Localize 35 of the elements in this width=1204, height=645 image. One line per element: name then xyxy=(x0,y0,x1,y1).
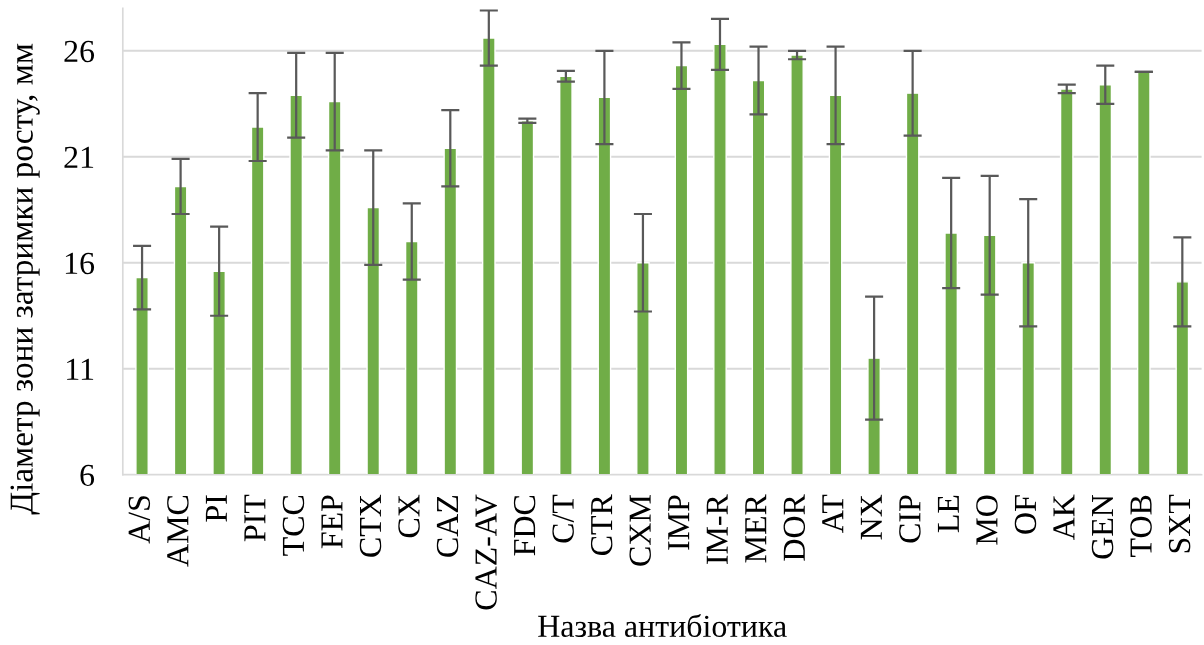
x-tick-label: OF xyxy=(1014,495,1037,534)
x-tick-label: MO xyxy=(976,495,998,545)
x-tick-label: CTX xyxy=(359,494,382,557)
x-tick-label: CX xyxy=(398,494,420,538)
x-tick-label: FDC xyxy=(513,495,536,556)
y-tick-label: 21 xyxy=(64,146,94,168)
x-tick-label: TOB xyxy=(1130,495,1152,557)
x-tick-label: CTR xyxy=(590,494,613,555)
x-tick-label: PI xyxy=(205,495,227,522)
x-tick-label: CIP xyxy=(899,495,921,543)
x-tick-label: C/T xyxy=(552,494,574,543)
x-tick-label: MER xyxy=(745,494,767,563)
x-tick-label: IM-R xyxy=(706,494,728,564)
x-axis-title: Назва антибіотика xyxy=(538,613,787,638)
x-tick-label: FEP xyxy=(321,495,343,549)
x-tick-label: LE xyxy=(937,495,959,533)
x-tick-label: CXM xyxy=(629,495,651,566)
x-tick-label: CAZ xyxy=(436,495,459,557)
x-tick-label: AMC xyxy=(167,495,189,567)
x-tick-label: DOR xyxy=(783,494,806,561)
x-tick-label: AT xyxy=(822,494,844,533)
x-tick-label: PIT xyxy=(244,494,266,542)
x-tick-label: IMP xyxy=(668,495,690,550)
y-tick-label: 26 xyxy=(64,40,95,63)
y-axis-title: Діаметр зони затримки росту, мм xyxy=(10,43,40,515)
x-tick-label: CAZ-AV xyxy=(475,494,497,610)
x-tick-label: AK xyxy=(1053,494,1075,540)
x-tick-label: SXT xyxy=(1168,494,1191,553)
x-tick-label: GEN xyxy=(1091,494,1114,559)
x-tick-label: A/S xyxy=(128,496,151,544)
y-tick-label: 11 xyxy=(67,358,94,380)
x-tick-label: NX xyxy=(860,494,882,540)
y-tick-label: 6 xyxy=(80,464,95,487)
y-tick-label: 16 xyxy=(65,252,95,275)
x-tick-label: TCC xyxy=(282,495,305,556)
